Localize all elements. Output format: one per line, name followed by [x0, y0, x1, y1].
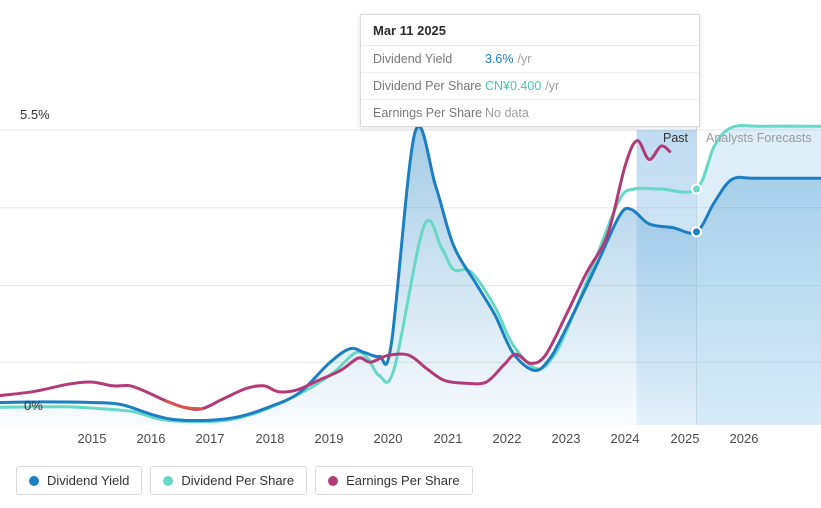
chart-plot-area[interactable]: [0, 0, 821, 455]
legend-item-earnings-per-share[interactable]: Earnings Per Share: [315, 466, 473, 495]
legend-label-earnings-per-share: Earnings Per Share: [346, 473, 460, 488]
forecast-label: Analysts Forecasts: [706, 131, 812, 145]
legend-dot-earnings-per-share: [328, 475, 339, 486]
x-tick-label: 2023: [551, 431, 581, 446]
past-label: Past: [662, 131, 688, 145]
legend-item-dividend-yield[interactable]: Dividend Yield: [16, 466, 143, 495]
tooltip-unit: /yr: [545, 79, 560, 93]
tooltip-value: No data: [485, 106, 529, 120]
tooltip-value: 3.6%: [485, 52, 514, 66]
x-tick-label: 2019: [314, 431, 344, 446]
x-tick-label: 2024: [610, 431, 640, 446]
x-tick-label: 2026: [729, 431, 759, 446]
legend-label-dividend-per-share: Dividend Per Share: [181, 473, 295, 488]
tooltip-label: Earnings Per Share: [373, 106, 483, 120]
tooltip-row-dividend-yield: Dividend Yield 3.6% /yr: [361, 46, 699, 72]
tooltip-row-dividend-per-share: Dividend Per Share CN¥0.400 /yr: [361, 72, 699, 99]
x-tick-label: 2015: [77, 431, 107, 446]
tooltip-date: Mar 11 2025: [361, 15, 699, 46]
legend-item-dividend-per-share[interactable]: Dividend Per Share: [150, 466, 308, 495]
x-tick-label: 2022: [492, 431, 522, 446]
x-tick-label: 2017: [195, 431, 225, 446]
x-tick-label: 2025: [670, 431, 700, 446]
tooltip-label: Dividend Per Share: [373, 79, 482, 93]
tooltip-value: CN¥0.400: [485, 79, 542, 93]
x-tick-label: 2021: [433, 431, 463, 446]
chart-tooltip: Mar 11 2025 Dividend Yield 3.6% /yr Divi…: [360, 14, 700, 127]
legend-label-dividend-yield: Dividend Yield: [47, 473, 130, 488]
legend-dot-dividend-per-share: [163, 475, 174, 486]
legend-dot-dividend-yield: [29, 475, 39, 486]
tooltip-unit: /yr: [517, 52, 532, 66]
y-axis-label-min: 0%: [24, 398, 43, 413]
x-tick-label: 2020: [373, 431, 403, 446]
x-axis-labels: 2015 2016 2017 2018 2019 2020 2021 2022 2023 2024…: [0, 431, 821, 449]
x-tick-label: 2016: [136, 431, 166, 446]
x-tick-label: 2018: [255, 431, 285, 446]
tooltip-row-earnings-per-share: Earnings Per Share No data: [361, 99, 699, 126]
y-axis-label-max: 5.5%: [20, 107, 50, 122]
tooltip-label: Dividend Yield: [373, 52, 453, 66]
legend: Dividend Yield Dividend Per Share Earnin…: [16, 466, 473, 495]
